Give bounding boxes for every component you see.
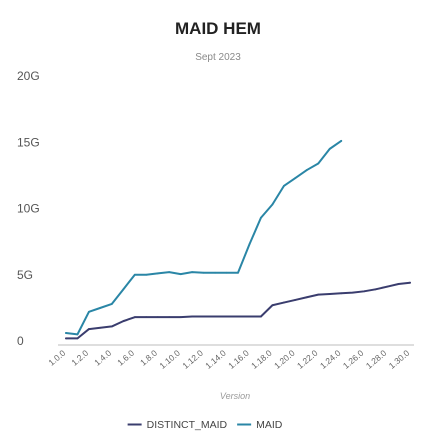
- data-point: [179, 316, 182, 319]
- y-axis: 0 5G 10G 15G 20G: [17, 69, 40, 348]
- x-tick-label: 1.12.0: [180, 348, 205, 371]
- data-point: [179, 273, 182, 275]
- data-point: [271, 203, 274, 206]
- chart-subtitle: Sept 2023: [195, 52, 241, 63]
- data-point: [328, 147, 331, 150]
- data-point: [397, 283, 400, 285]
- data-point: [409, 281, 411, 284]
- x-tick-label: 1.16.0: [226, 348, 251, 371]
- chart-legend: DISTINCT_MAID MAID: [127, 419, 283, 431]
- y-tick-label: 5G: [17, 268, 33, 282]
- data-point: [294, 177, 297, 179]
- y-tick-label: 15G: [17, 135, 40, 149]
- x-tick-label: 1.24.0: [318, 348, 343, 371]
- data-point: [122, 320, 125, 323]
- data-point: [363, 290, 366, 293]
- data-point: [328, 293, 331, 295]
- data-point: [282, 301, 285, 304]
- data-point: [214, 271, 216, 274]
- data-point: [248, 315, 251, 318]
- x-tick-label: 1.30.0: [387, 348, 412, 371]
- data-point: [99, 306, 102, 309]
- data-point: [133, 273, 136, 276]
- data-point: [168, 316, 171, 319]
- data-point: [317, 162, 320, 165]
- data-point: [340, 140, 343, 142]
- data-point: [237, 271, 239, 274]
- x-axis-title: Version: [220, 391, 250, 401]
- x-tick-label: 1.18.0: [249, 348, 274, 371]
- data-point: [260, 315, 262, 318]
- x-tick-label: 1.4.0: [92, 348, 113, 368]
- data-point: [88, 310, 90, 313]
- x-tick-label: 1.2.0: [69, 348, 90, 368]
- data-point: [110, 303, 113, 305]
- x-axis: 1.0.0 1.2.0 1.4.0 1.6.0 1.8.01.10.01.12.01.1…: [46, 348, 411, 371]
- data-point: [99, 326, 102, 329]
- data-point: [191, 315, 194, 318]
- data-point: [156, 272, 159, 275]
- x-tick-label: 1.14.0: [203, 348, 228, 371]
- data-point: [76, 337, 79, 340]
- series-line-distinct-maid: [65, 281, 411, 340]
- data-point: [340, 292, 343, 295]
- x-tick-label: 1.0.0: [46, 348, 67, 368]
- series-line-maid: [65, 139, 343, 336]
- data-point: [225, 315, 228, 318]
- y-tick-label: 0: [17, 334, 24, 348]
- data-point: [305, 296, 308, 299]
- x-tick-label: 1.22.0: [295, 348, 320, 371]
- data-point: [88, 328, 90, 330]
- data-point: [168, 271, 171, 273]
- data-point: [145, 273, 148, 276]
- data-point: [122, 288, 125, 291]
- data-point: [294, 299, 297, 301]
- data-point: [317, 293, 320, 296]
- data-point: [225, 271, 228, 274]
- y-tick-label: 20G: [17, 69, 40, 83]
- x-tick-label: 1.26.0: [341, 348, 366, 371]
- legend-label: MAID: [256, 419, 283, 431]
- data-point: [202, 271, 205, 274]
- x-tick-label: 1.10.0: [157, 348, 182, 371]
- legend-label: DISTINCT_MAID: [147, 419, 228, 431]
- data-point: [282, 185, 285, 187]
- data-point: [351, 291, 354, 294]
- x-tick-label: 1.8.0: [138, 348, 159, 368]
- data-point: [156, 316, 159, 319]
- series-layer: [65, 139, 411, 340]
- data-point: [65, 332, 67, 334]
- data-point: [202, 315, 205, 318]
- data-point: [386, 285, 388, 288]
- data-point: [260, 216, 262, 219]
- data-point: [237, 315, 239, 318]
- data-point: [76, 333, 79, 336]
- x-tick-label: 1.6.0: [115, 348, 136, 368]
- data-point: [110, 325, 113, 328]
- chart-title: MAID HEM: [175, 19, 261, 38]
- data-point: [305, 169, 308, 171]
- x-tick-label: 1.28.0: [364, 348, 389, 371]
- data-point: [374, 288, 377, 291]
- x-tick-label: 1.20.0: [272, 348, 297, 371]
- data-point: [214, 315, 216, 318]
- data-point: [65, 337, 67, 340]
- data-point: [248, 243, 251, 246]
- data-point: [271, 304, 274, 307]
- data-point: [145, 316, 148, 319]
- data-point: [191, 271, 194, 273]
- y-tick-label: 10G: [17, 202, 40, 216]
- data-point: [133, 316, 136, 319]
